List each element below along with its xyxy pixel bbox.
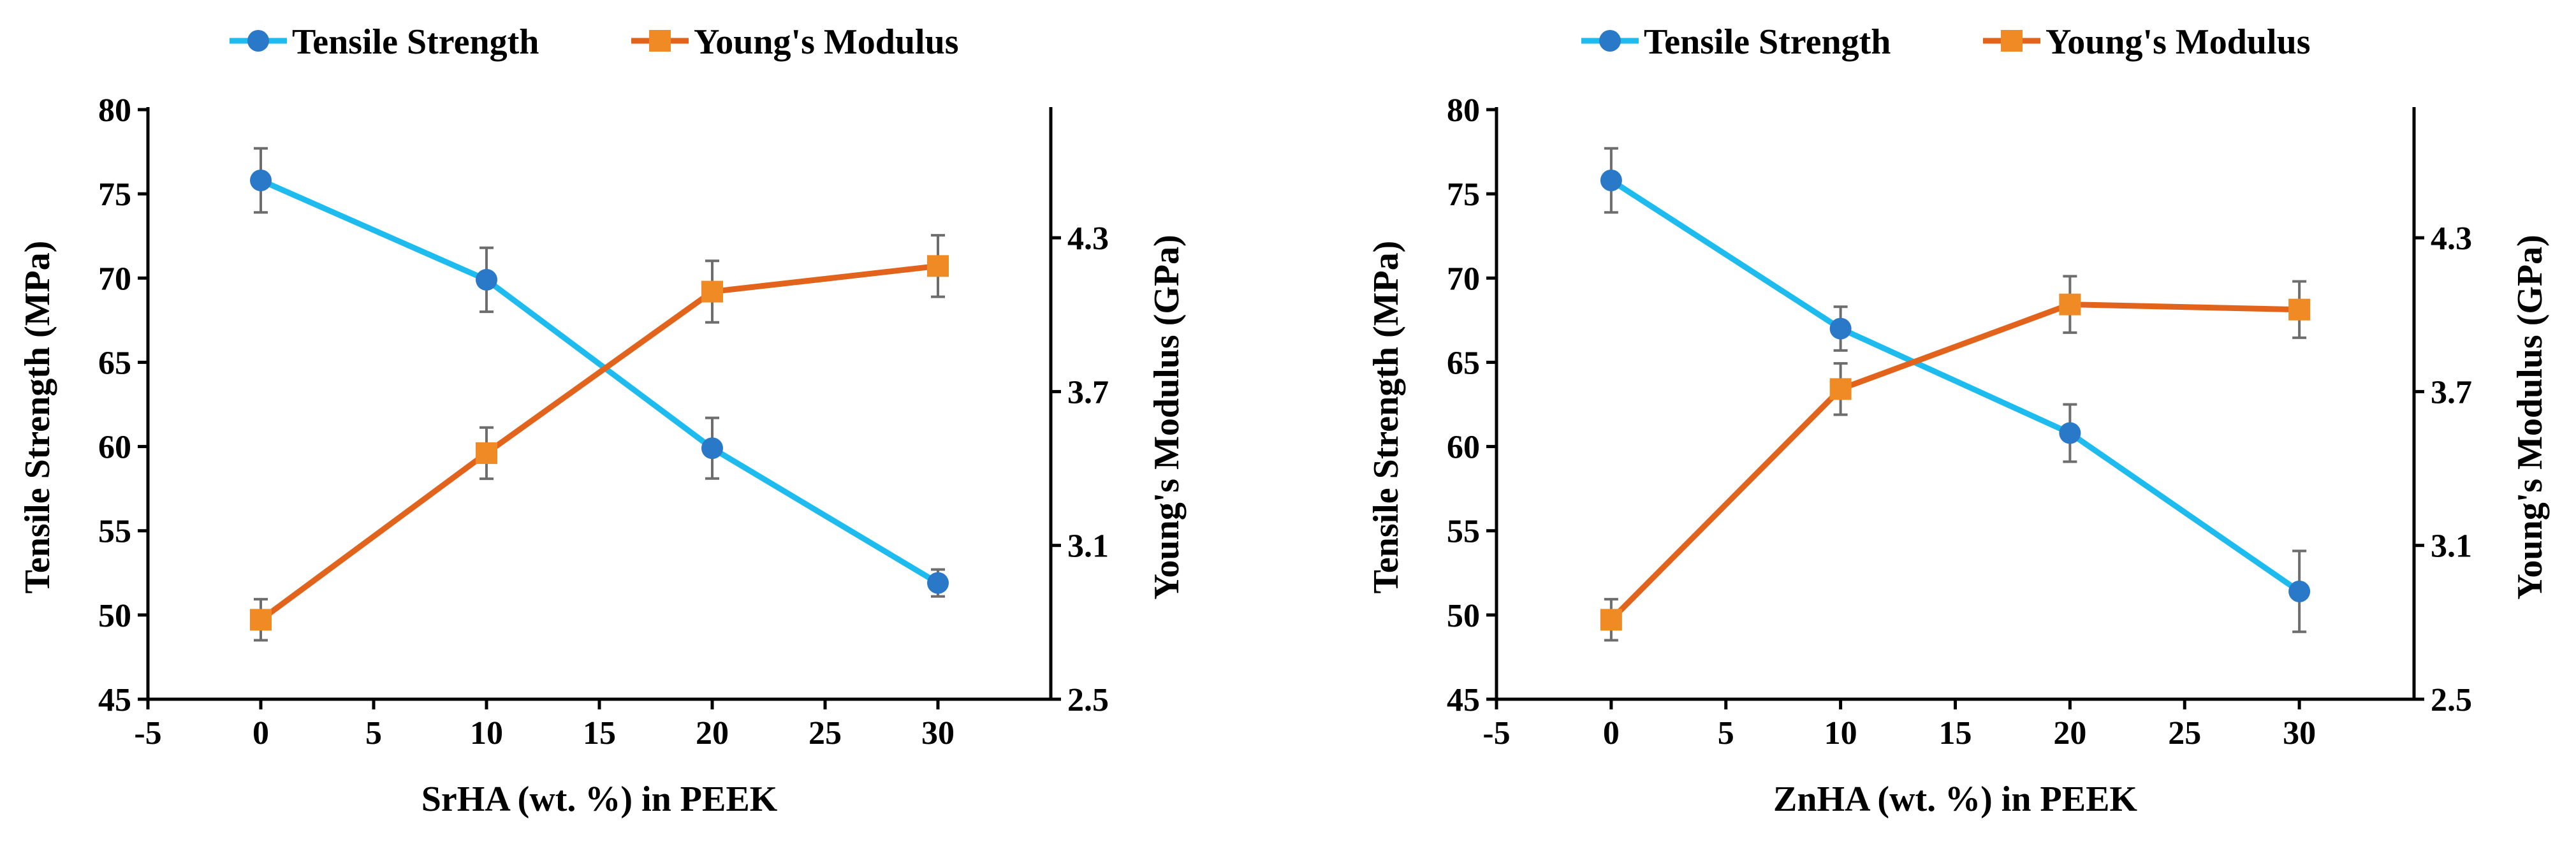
- youngs-modulus-point: [1600, 609, 1622, 631]
- youngs-modulus-legend-label: Young's Modulus: [694, 22, 959, 62]
- right-y-tick-label: 2.5: [2431, 682, 2472, 718]
- youngs-modulus-legend-marker: [649, 30, 671, 52]
- tensile-strength-point: [701, 437, 723, 460]
- tensile-strength-series-line: [1608, 177, 2302, 595]
- right-y-tick-label: 4.3: [1067, 221, 1109, 257]
- left-y-tick-label: 60: [1447, 430, 1480, 466]
- chart-panel-znha: -5 0 5 10 15 20 25 30 45 50 55 60 65 70 75 80 2.5 3.1 3.7 4…: [1366, 22, 2550, 819]
- chart-panel-srha: -5 0 5 10 15 20 25 30 45 50 55 60 65 70 75 80 2.5 3.1 3.7 4…: [18, 22, 1187, 819]
- x-tick-label: 30: [2283, 715, 2316, 751]
- x-tick-label: 15: [583, 715, 616, 751]
- x-tick-label: 5: [365, 715, 382, 751]
- tensile-strength-point: [250, 170, 272, 191]
- tensile-strength-legend-label: Tensile Strength: [1644, 22, 1891, 62]
- x-tick-label: -5: [134, 715, 161, 751]
- right-y-tick-label: 3.1: [1067, 528, 1109, 565]
- left-y-tick-label: 70: [1447, 261, 1480, 297]
- x-tick-label: 20: [2053, 715, 2086, 751]
- tensile-strength-legend-marker: [1599, 30, 1621, 52]
- tensile-strength-legend-marker: [247, 30, 269, 52]
- right-y-tick-label: 3.7: [1067, 374, 1109, 410]
- right-y-axis-title: Young's Modulus (GPa): [1147, 235, 1187, 600]
- left-y-axis-title: Tensile Strength (MPa): [1366, 241, 1406, 594]
- youngs-modulus-point: [927, 255, 949, 277]
- x-tick-label: 10: [470, 715, 503, 751]
- left-y-tick-label: 55: [98, 514, 131, 550]
- x-tick-label: 25: [2168, 715, 2201, 751]
- x-tick-label: 20: [696, 715, 729, 751]
- youngs-modulus-point: [2059, 293, 2081, 316]
- youngs-modulus-point: [476, 442, 497, 464]
- youngs-modulus-point: [701, 280, 723, 303]
- youngs-modulus-point: [250, 609, 272, 631]
- left-y-tick-label: 80: [98, 92, 131, 129]
- youngs-modulus-legend-marker: [2001, 30, 2023, 52]
- tensile-strength-point: [476, 268, 497, 291]
- tensile-strength-point: [2288, 580, 2311, 602]
- tensile-strength-point: [1600, 170, 1622, 191]
- left-y-tick-label: 60: [98, 430, 131, 466]
- youngs-modulus-point: [1829, 378, 1852, 400]
- left-y-tick-label: 65: [1447, 345, 1480, 381]
- tensile-strength-legend-label: Tensile Strength: [292, 22, 539, 62]
- left-y-tick-label: 45: [1447, 682, 1480, 718]
- x-axis-title: SrHA (wt. %) in PEEK: [421, 780, 778, 819]
- x-tick-label: 0: [252, 715, 269, 751]
- left-y-tick-label: 80: [1447, 92, 1480, 129]
- left-y-tick-label: 50: [1447, 598, 1480, 634]
- youngs-modulus-series-line: [1608, 301, 2302, 623]
- x-axis-title: ZnHA (wt. %) in PEEK: [1773, 780, 2137, 819]
- tensile-strength-series-line: [258, 177, 941, 586]
- left-y-tick-label: 65: [98, 345, 131, 381]
- tensile-strength-point: [2059, 422, 2081, 444]
- x-tick-label: 15: [1939, 715, 1972, 751]
- youngs-modulus-series-line: [258, 263, 941, 623]
- left-y-tick-label: 45: [98, 682, 131, 718]
- left-y-tick-label: 50: [98, 598, 131, 634]
- right-y-tick-label: 2.5: [1067, 682, 1109, 718]
- left-y-tick-label: 55: [1447, 514, 1480, 550]
- x-tick-label: 0: [1603, 715, 1620, 751]
- left-y-tick-label: 75: [98, 177, 131, 213]
- tensile-strength-point: [927, 572, 949, 594]
- x-tick-label: 30: [921, 715, 955, 751]
- left-y-axis-title: Tensile Strength (MPa): [18, 241, 57, 594]
- x-tick-label: 5: [1718, 715, 1734, 751]
- right-y-tick-label: 3.1: [2431, 528, 2472, 565]
- x-tick-label: 25: [809, 715, 842, 751]
- right-y-tick-label: 3.7: [2431, 374, 2472, 410]
- youngs-modulus-legend-label: Young's Modulus: [2045, 22, 2311, 62]
- youngs-modulus-point: [2288, 298, 2311, 321]
- x-tick-label: 10: [1824, 715, 1857, 751]
- tensile-strength-point: [1829, 317, 1852, 340]
- right-y-axis-title: Young's Modulus (GPa): [2510, 235, 2550, 600]
- left-y-tick-label: 70: [98, 261, 131, 297]
- left-y-tick-label: 75: [1447, 177, 1480, 213]
- x-tick-label: -5: [1482, 715, 1510, 751]
- right-y-tick-label: 4.3: [2431, 221, 2472, 257]
